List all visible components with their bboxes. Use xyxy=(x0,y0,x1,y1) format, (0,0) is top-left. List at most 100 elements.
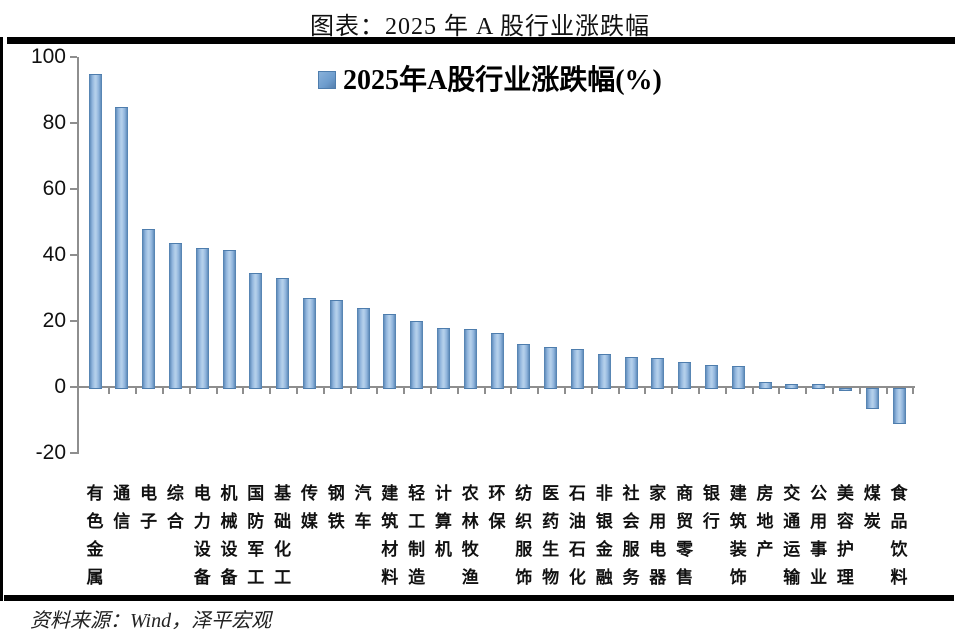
x-axis-label-char: 食 xyxy=(890,484,908,503)
x-axis-label-char: 美 xyxy=(836,484,854,503)
legend-label: 2025年A股行业涨跌幅(%) xyxy=(343,65,662,96)
x-axis-label: 建筑装饰 xyxy=(727,480,749,592)
x-axis-tick xyxy=(885,388,888,394)
x-axis-label-char: 备 xyxy=(193,568,211,587)
bar xyxy=(410,321,424,389)
bar xyxy=(383,314,397,389)
x-axis-label-char: 建 xyxy=(729,484,747,503)
x-axis-label-char: 子 xyxy=(140,512,158,531)
x-axis-label: 电子 xyxy=(138,480,160,536)
x-axis-label-char: 制 xyxy=(408,540,426,559)
y-axis-tick-label: 100 xyxy=(30,45,66,68)
x-axis-tick xyxy=(724,388,727,394)
x-axis-tick xyxy=(242,388,245,394)
divider-bottom xyxy=(4,595,954,601)
bar xyxy=(517,344,531,389)
x-axis-label-char: 轻 xyxy=(408,484,426,503)
bar xyxy=(812,384,826,389)
x-axis-label-char: 基 xyxy=(274,484,292,503)
x-axis-label-char: 保 xyxy=(488,512,506,531)
x-axis-tick xyxy=(403,388,406,394)
x-axis-label-char: 械 xyxy=(220,512,238,531)
x-axis-label-char: 房 xyxy=(756,484,774,503)
bar xyxy=(597,354,611,389)
x-axis-label: 传媒 xyxy=(298,480,320,536)
x-axis-label-char: 车 xyxy=(354,512,372,531)
x-axis-label: 石油石化 xyxy=(566,480,588,592)
x-axis-tick xyxy=(376,388,379,394)
x-axis-tick xyxy=(322,388,325,394)
y-axis-tick-label: -20 xyxy=(35,441,66,464)
y-axis-line xyxy=(77,57,79,454)
x-axis-label-char: 非 xyxy=(595,484,613,503)
x-axis-tick xyxy=(751,388,754,394)
x-axis-label-char: 筑 xyxy=(729,512,747,531)
x-axis-label-char: 护 xyxy=(836,540,854,559)
bar xyxy=(758,381,772,389)
x-axis-label-char: 装 xyxy=(729,540,747,559)
x-axis-label-char: 公 xyxy=(810,484,828,503)
x-axis-label: 公用事业 xyxy=(808,480,830,592)
bar xyxy=(115,106,129,389)
x-axis-label-char: 饰 xyxy=(729,568,747,587)
x-axis-label: 食品饮料 xyxy=(888,480,910,592)
x-axis-tick xyxy=(564,388,566,394)
chart-legend: 2025年A股行业涨跌幅(%) xyxy=(318,58,662,98)
x-axis-label-char: 通 xyxy=(113,484,131,503)
bar xyxy=(168,243,182,389)
x-axis-label-char: 设 xyxy=(193,540,211,559)
x-axis-label-char: 贸 xyxy=(676,512,694,531)
legend-marker-icon xyxy=(318,71,336,89)
x-axis-tick xyxy=(778,388,781,394)
x-axis-label: 纺织服饰 xyxy=(513,480,535,592)
bar xyxy=(785,383,799,389)
y-axis-tick xyxy=(70,452,77,454)
x-axis-label-char: 媒 xyxy=(300,512,318,531)
x-axis-label: 环保 xyxy=(486,480,508,536)
x-axis-label-char: 化 xyxy=(568,568,586,587)
x-axis-label-char: 容 xyxy=(836,512,854,531)
x-axis-label-char: 金 xyxy=(86,540,104,559)
x-axis-label: 商贸零售 xyxy=(674,480,696,592)
x-axis-label-char: 金 xyxy=(595,540,613,559)
x-axis-label-char: 算 xyxy=(434,512,452,531)
x-axis-tick xyxy=(162,388,164,394)
x-axis-label-char: 属 xyxy=(86,568,104,587)
bar xyxy=(142,228,156,389)
x-axis-tick xyxy=(269,388,272,394)
x-axis-label-char: 纺 xyxy=(515,484,533,503)
x-axis-label-char: 社 xyxy=(622,484,640,503)
bar xyxy=(249,273,263,389)
x-axis-label: 机械设备 xyxy=(218,480,240,592)
x-axis-label-char: 煤 xyxy=(863,484,881,503)
x-axis-label-char: 医 xyxy=(542,484,560,503)
bar xyxy=(651,358,665,389)
x-axis-label-char: 用 xyxy=(810,512,828,531)
x-axis-label-char: 饮 xyxy=(890,540,908,559)
bar xyxy=(704,364,718,389)
bar xyxy=(329,299,343,389)
divider-top xyxy=(7,37,955,44)
bar xyxy=(624,356,638,389)
x-axis-label-char: 军 xyxy=(247,540,265,559)
x-axis-label-char: 信 xyxy=(113,512,131,531)
bar xyxy=(276,278,290,389)
x-axis-label-char: 事 xyxy=(810,540,828,559)
x-axis-label-char: 业 xyxy=(810,568,828,587)
x-axis-label-char: 银 xyxy=(595,512,613,531)
x-axis-tick xyxy=(698,388,700,394)
bar xyxy=(865,388,879,410)
x-axis-label-char: 零 xyxy=(676,540,694,559)
x-axis-label-char: 传 xyxy=(300,484,318,503)
y-axis-tick xyxy=(70,386,77,388)
x-axis-tick xyxy=(644,388,647,394)
y-axis-tick-label: 60 xyxy=(42,177,66,200)
x-axis-label-char: 建 xyxy=(381,484,399,503)
x-axis-label-char: 融 xyxy=(595,568,613,587)
x-axis-label-char: 造 xyxy=(408,568,426,587)
x-axis-label-char: 国 xyxy=(247,484,265,503)
x-axis-label: 计算机 xyxy=(432,480,454,564)
x-axis-label: 社会服务 xyxy=(620,480,642,592)
x-axis-label: 医药生物 xyxy=(540,480,562,592)
